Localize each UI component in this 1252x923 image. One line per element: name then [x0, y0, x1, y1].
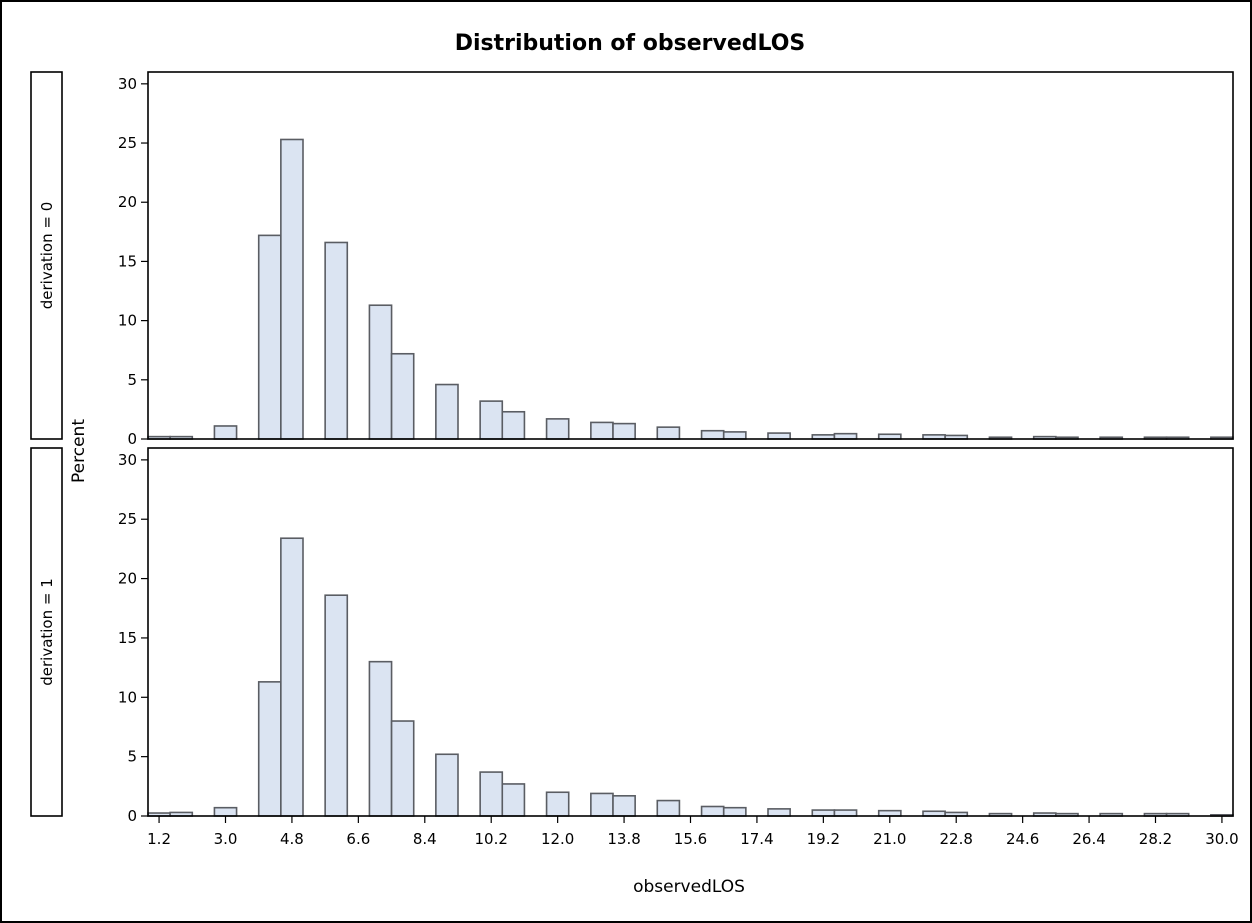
x-tick-label-15: 28.2	[1139, 830, 1172, 848]
bar-panel1-2	[213, 806, 238, 817]
bar-panel1-6	[368, 660, 393, 817]
y-tick-label-panel0-0: 0	[127, 430, 137, 448]
x-tick-label-13: 24.6	[1006, 830, 1039, 848]
bar-panel0-3	[257, 234, 282, 440]
y-axis-label: Percent	[69, 419, 89, 483]
bar-panel0-8	[435, 383, 459, 440]
panel-0: derivation = 0 0 5 10 15 20 25 30	[30, 71, 1234, 448]
x-tick-label-8: 15.6	[674, 830, 707, 848]
panel-frame-1	[147, 447, 1234, 817]
y-tick-label-panel1-6: 30	[118, 451, 137, 469]
y-tick-label-panel1-5: 25	[118, 510, 137, 528]
y-tick-label-panel1-3: 15	[118, 629, 137, 647]
chart-title: Distribution of observedLOS	[455, 31, 806, 56]
bar-panel0-11	[545, 418, 570, 440]
bar-panel0-5	[324, 241, 349, 440]
bar-panel1-13	[612, 795, 636, 817]
y-tick-label-panel0-6: 30	[118, 75, 137, 93]
bar-panel0-13	[612, 422, 636, 440]
bar-panel0-16	[722, 431, 747, 440]
x-tick-label-9: 17.4	[740, 830, 773, 848]
bar-panel0-6	[368, 304, 393, 440]
bar-panel0-9	[479, 400, 504, 440]
x-tick-label-4: 8.4	[413, 830, 437, 848]
bar-panel1-20	[877, 809, 902, 817]
bar-panel1-11	[545, 791, 570, 817]
y-tick-label-panel0-5: 25	[118, 134, 137, 152]
panel-strip-1	[30, 447, 63, 817]
x-tick-label-0: 1.2	[147, 830, 171, 848]
x-tick-label-1: 3.0	[214, 830, 238, 848]
y-tick-label-panel0-4: 20	[118, 193, 137, 211]
bar-panel1-12	[590, 792, 614, 817]
x-tick-label-3: 6.6	[346, 830, 370, 848]
bar-panel1-7	[390, 720, 415, 817]
y-tick-label-panel1-1: 5	[127, 748, 137, 766]
bar-panel1-16	[722, 806, 747, 817]
bar-panel1-14	[656, 799, 681, 817]
y-tick-label-panel1-2: 10	[118, 688, 137, 706]
y-tick-label-panel1-4: 20	[118, 570, 137, 588]
bar-panel1-9	[479, 771, 504, 817]
panel-1: derivation = 1 0 5 10 15 20 25 30	[30, 447, 1234, 825]
y-tick-label-panel0-2: 10	[118, 312, 137, 330]
bar-panel1-10	[501, 783, 526, 817]
x-axis: 1.2 3.0 4.8 6.6 8.4 10.2 12.0 13.8 15.6 17.4 19.2 2…	[147, 816, 1239, 848]
bar-panel0-7	[390, 352, 415, 440]
bar-panel1-3	[257, 681, 282, 817]
y-tick-label-panel0-1: 5	[127, 371, 137, 389]
bar-panel0-17	[767, 432, 791, 440]
bar-panel0-12	[590, 421, 614, 440]
x-tick-label-16: 30.0	[1205, 830, 1238, 848]
bar-panel1-15	[700, 805, 725, 817]
x-tick-label-12: 22.8	[940, 830, 973, 848]
bar-panel0-2	[213, 425, 238, 440]
bar-panel0-4	[280, 138, 304, 440]
bar-panel0-14	[656, 426, 681, 440]
x-tick-label-10: 19.2	[807, 830, 840, 848]
x-tick-label-2: 4.8	[280, 830, 304, 848]
x-tick-label-14: 26.4	[1072, 830, 1105, 848]
x-tick-label-11: 21.0	[873, 830, 906, 848]
panel-strip-label-1: derivation = 1	[38, 578, 56, 686]
panel-strip-0	[30, 71, 63, 440]
bar-panel1-5	[324, 594, 349, 817]
bar-panel1-8	[435, 753, 459, 817]
x-tick-label-5: 10.2	[475, 830, 508, 848]
bar-panel1-4	[280, 537, 304, 817]
panel-frame-0	[147, 71, 1234, 440]
y-tick-label-panel1-0: 0	[127, 807, 137, 825]
panel-strip-label-0: derivation = 0	[38, 202, 56, 310]
bar-panel1-17	[767, 808, 791, 817]
bar-panel0-10	[501, 410, 526, 440]
bar-panel1-18	[811, 809, 836, 817]
x-axis-label: observedLOS	[633, 877, 745, 897]
bar-panel1-19	[833, 809, 858, 817]
y-tick-label-panel0-3: 15	[118, 252, 137, 270]
x-tick-label-6: 12.0	[541, 830, 574, 848]
x-tick-label-7: 13.8	[607, 830, 640, 848]
bar-panel0-15	[700, 429, 725, 440]
